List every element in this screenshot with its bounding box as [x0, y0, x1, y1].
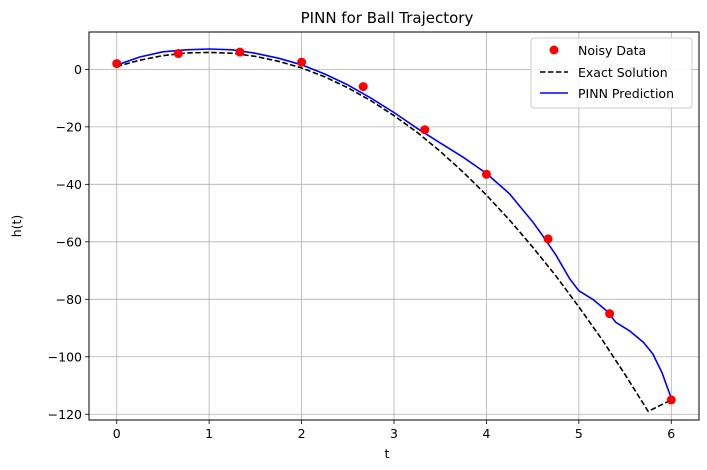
data-point-noisy-data — [358, 82, 368, 92]
x-tick-label: 5 — [575, 426, 583, 441]
data-point-noisy-data — [481, 169, 491, 179]
y-axis-label: h(t) — [9, 215, 24, 238]
data-point-noisy-data — [543, 234, 553, 244]
x-tick-label: 1 — [205, 426, 213, 441]
y-tick-label: −80 — [56, 292, 82, 307]
x-tick-label: 6 — [667, 426, 675, 441]
legend-label-pinn-prediction: PINN Prediction — [578, 86, 674, 101]
legend: Noisy Data Exact Solution PINN Predictio… — [530, 37, 693, 109]
data-point-noisy-data — [420, 125, 430, 135]
series-line-exact-solution — [116, 51, 672, 413]
data-point-noisy-data — [666, 395, 676, 405]
x-tick-label: 3 — [390, 426, 398, 441]
y-tick-label: −20 — [56, 119, 82, 134]
y-tick-label: −40 — [56, 177, 82, 192]
data-point-noisy-data — [235, 47, 245, 57]
data-point-noisy-data — [173, 49, 183, 59]
data-point-noisy-data — [112, 59, 122, 69]
plot-series — [112, 47, 676, 413]
y-tick-label: −100 — [48, 349, 82, 364]
x-axis-label: t — [385, 446, 390, 461]
legend-box — [530, 37, 693, 109]
legend-marker-noisy-data — [549, 45, 559, 55]
y-tick-label: −60 — [56, 234, 82, 249]
data-point-noisy-data — [605, 309, 615, 319]
legend-label-exact-solution: Exact Solution — [578, 65, 668, 80]
legend-label-noisy-data: Noisy Data — [578, 43, 646, 58]
y-axis-ticks: 0 −20 −40 −60 −80 −100 −120 — [48, 62, 89, 422]
y-tick-label: 0 — [74, 62, 82, 77]
y-tick-label: −120 — [48, 407, 82, 422]
chart-title: PINN for Ball Trajectory — [301, 9, 474, 27]
x-axis-ticks: 0 1 2 3 4 5 6 — [113, 420, 675, 441]
x-tick-label: 2 — [298, 426, 306, 441]
data-point-noisy-data — [297, 57, 307, 67]
series-line-pinn-prediction — [116, 48, 673, 399]
x-tick-label: 4 — [482, 426, 490, 441]
x-tick-label: 0 — [113, 426, 121, 441]
